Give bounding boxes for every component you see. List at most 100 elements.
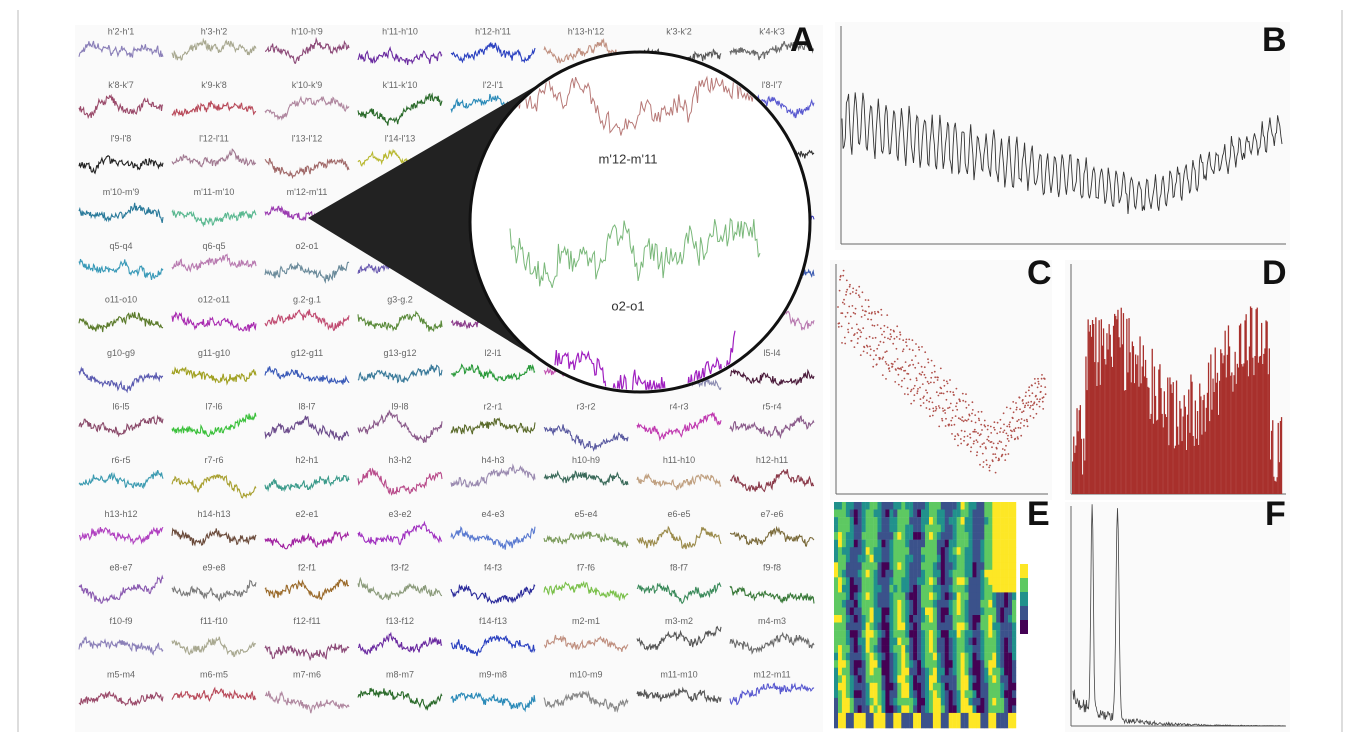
eeg-trace (357, 576, 443, 601)
heatmap-cell (948, 622, 953, 631)
hist-bar (1235, 383, 1237, 494)
heatmap-cell (901, 607, 906, 616)
spectrum-line (1072, 504, 1286, 727)
signal-dot (997, 457, 1000, 460)
signal-dot (925, 407, 928, 409)
heatmap-cell (972, 517, 977, 525)
heatmap-cell (976, 524, 981, 533)
heatmap-cell (913, 569, 918, 578)
heatmap-cell (960, 599, 965, 608)
hist-bar (1183, 395, 1185, 494)
heatmap-cell (841, 652, 847, 661)
heatmap-cell (976, 682, 981, 691)
heatmap-cell (964, 524, 969, 533)
heatmap-cell (925, 630, 930, 638)
heatmap-cell (968, 675, 973, 684)
channel-label: f9-f8 (763, 562, 781, 572)
heatmap-cell (921, 569, 926, 578)
signal-dot (1025, 418, 1028, 421)
heatmap-cell (913, 509, 918, 518)
channel-label: r3-r2 (576, 402, 595, 412)
heatmap-cell (881, 509, 886, 518)
eeg-trace (171, 100, 257, 118)
heatmap-cell (925, 622, 930, 631)
signal-dot (938, 407, 941, 409)
heatmap-cell (940, 645, 945, 653)
heatmap-cell (964, 562, 969, 571)
eeg-trace (450, 635, 536, 657)
signal-dot (933, 370, 936, 373)
heatmap-cell (865, 524, 870, 533)
heatmap-cell (905, 562, 910, 571)
heatmap-cell (853, 562, 858, 571)
hist-bar (1256, 307, 1258, 494)
heatmap-cell (834, 720, 839, 729)
signal-dot (858, 296, 861, 298)
heatmap-cell (877, 532, 882, 540)
heatmap-cell (913, 539, 918, 548)
heatmap-cell (841, 554, 847, 563)
heatmap-cell (861, 599, 866, 608)
eeg-trace (78, 40, 164, 58)
heatmap-cell (897, 637, 902, 646)
heatmap-cell (897, 667, 902, 676)
heatmap-cell (980, 517, 985, 525)
heatmap-cell (952, 720, 957, 729)
signal-dot (841, 301, 844, 304)
heatmap-cell (1000, 645, 1005, 653)
heatmap-cell (936, 524, 942, 533)
signal-dot (857, 337, 859, 340)
heatmap-cell (897, 509, 902, 518)
heatmap-cell (889, 584, 894, 593)
heatmap-cell (956, 705, 961, 714)
heatmap-cell (857, 645, 862, 653)
heatmap-cell (925, 554, 930, 563)
signal-dot (891, 363, 894, 365)
heatmap-cell (869, 584, 874, 593)
heatmap-cell (1000, 615, 1005, 623)
heatmap-cell (929, 532, 934, 540)
signal-dot (894, 381, 897, 383)
heatmap-cell (845, 690, 851, 699)
heatmap-cell (956, 509, 961, 518)
heatmap-cell (988, 547, 993, 555)
heatmap-cell (885, 569, 890, 578)
signal-dot (923, 373, 926, 376)
heatmap-cell (845, 502, 851, 510)
heatmap-cell (1004, 697, 1009, 706)
signal-dot (940, 392, 943, 395)
signal-dot (971, 409, 974, 411)
heatmap-cell (956, 660, 961, 668)
signal-dot (1005, 444, 1007, 447)
heatmap-cell (873, 637, 878, 646)
heatmap-cell (909, 652, 914, 661)
hist-bar (1266, 321, 1268, 494)
hist-bar (1246, 360, 1248, 494)
heatmap-cell (901, 705, 906, 714)
heatmap-cell (984, 690, 989, 699)
heatmap-cell (936, 697, 942, 706)
heatmap-cell (940, 524, 945, 533)
hist-bar (1133, 383, 1136, 494)
heatmap-cell (901, 554, 906, 563)
heatmap-cell (996, 720, 1001, 729)
heatmap-cell (1008, 539, 1013, 548)
signal-dot (879, 340, 882, 343)
eeg-trace (78, 414, 164, 438)
heatmap-cell (929, 615, 934, 623)
signal-dot (913, 394, 916, 396)
heatmap-cell (861, 667, 866, 676)
hist-bar (1245, 314, 1247, 494)
hist-bar (1202, 400, 1204, 494)
hist-bar (1276, 477, 1278, 494)
hist-bar (1258, 356, 1261, 494)
heatmap-cell (897, 615, 902, 623)
heatmap-cell (885, 502, 890, 510)
hist-bar (1169, 377, 1171, 494)
eeg-trace (78, 469, 164, 490)
heatmap-cell (1008, 607, 1013, 616)
channel-label: l'2-l'1 (483, 80, 503, 90)
heatmap-cell (921, 539, 926, 548)
signal-dot (958, 399, 961, 401)
heatmap-cell (881, 712, 886, 721)
